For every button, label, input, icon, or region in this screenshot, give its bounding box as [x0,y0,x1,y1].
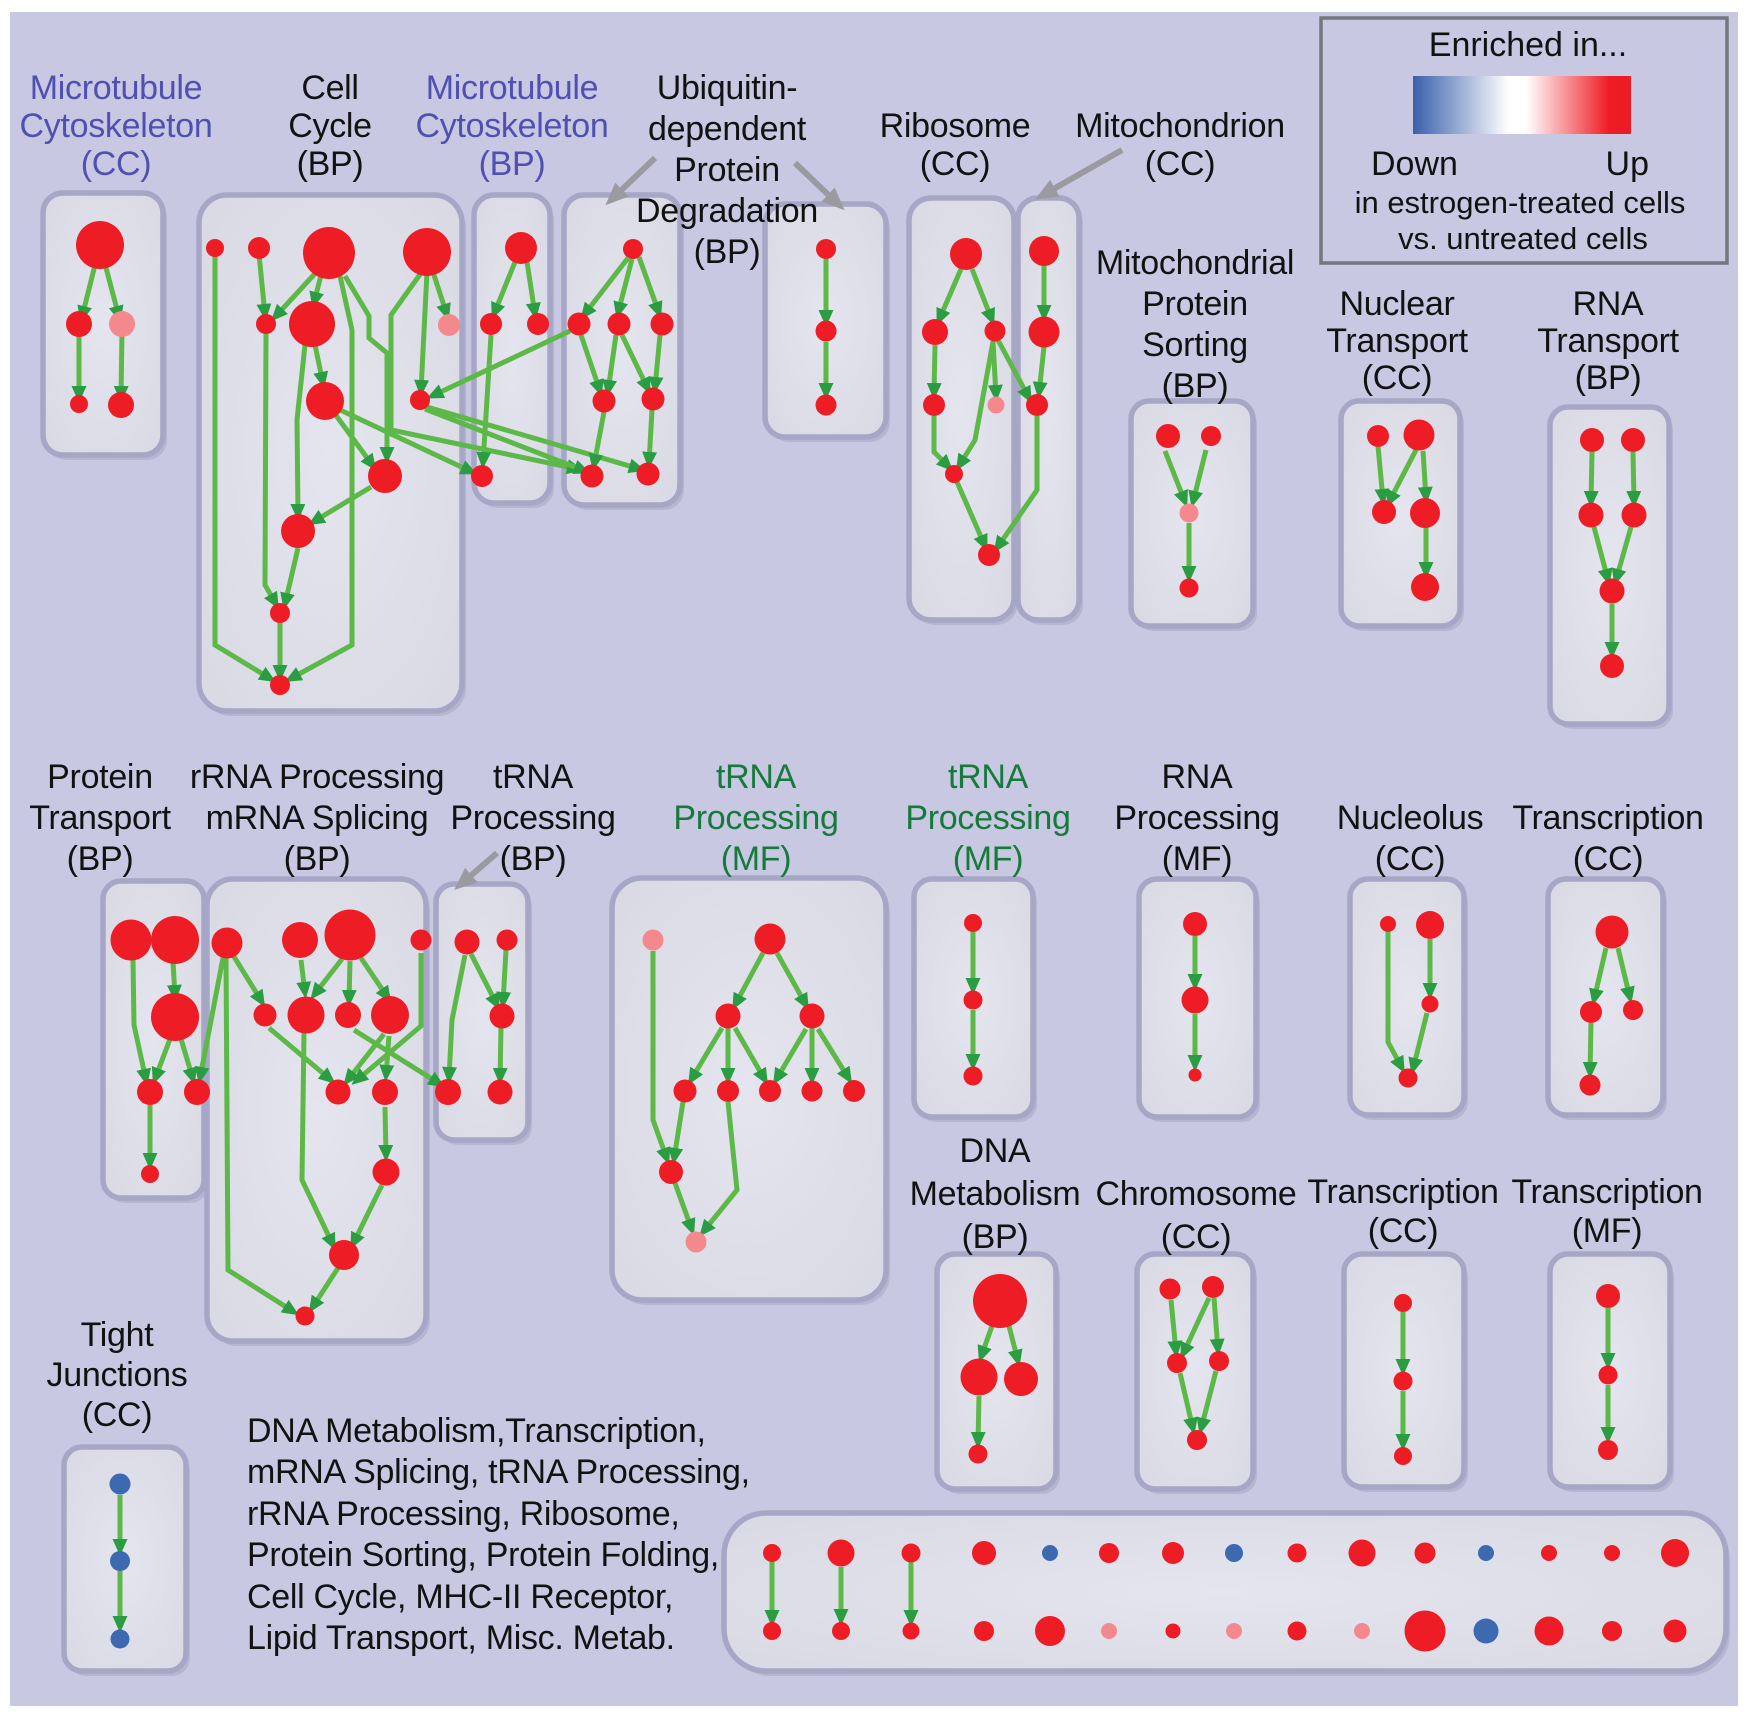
svg-text:(MF): (MF) [1162,840,1233,878]
svg-text:(CC): (CC) [82,1396,153,1434]
svg-text:RNA: RNA [1573,285,1645,323]
svg-text:Microtubule: Microtubule [30,69,202,107]
svg-text:DNA Metabolism,Transcription,: DNA Metabolism,Transcription, [247,1412,706,1450]
svg-text:(BP): (BP) [479,145,546,183]
svg-text:(CC): (CC) [1368,1212,1439,1250]
svg-text:Enriched in...: Enriched in... [1429,26,1627,64]
svg-text:Down: Down [1371,145,1458,183]
svg-text:mRNA Splicing: mRNA Splicing [206,799,429,837]
svg-text:tRNA: tRNA [716,758,797,796]
svg-text:Mitochondrion: Mitochondrion [1075,107,1285,145]
svg-text:Up: Up [1606,145,1649,183]
svg-text:(BP): (BP) [297,145,364,183]
svg-text:Nucleolus: Nucleolus [1337,799,1484,837]
svg-text:Processing: Processing [905,799,1070,837]
svg-text:(BP): (BP) [962,1218,1029,1256]
svg-text:Protein Sorting, Protein Foldi: Protein Sorting, Protein Folding, [247,1536,719,1574]
svg-text:Cell Cycle, MHC-II Receptor,: Cell Cycle, MHC-II Receptor, [247,1578,673,1616]
svg-text:Microtubule: Microtubule [426,69,598,107]
svg-text:Transcription: Transcription [1512,799,1703,837]
svg-text:Protein: Protein [47,758,153,796]
svg-text:rRNA Processing, Ribosome,: rRNA Processing, Ribosome, [247,1495,679,1533]
svg-text:Sorting: Sorting [1142,326,1248,364]
svg-text:Transport: Transport [29,799,171,837]
svg-text:Transport: Transport [1326,322,1468,360]
svg-text:(BP): (BP) [67,840,134,878]
svg-text:Cell: Cell [301,69,358,107]
svg-text:(CC): (CC) [81,145,152,183]
svg-text:(MF): (MF) [953,840,1024,878]
svg-text:tRNA: tRNA [948,758,1029,796]
svg-text:tRNA: tRNA [493,758,574,796]
svg-text:(CC): (CC) [1375,840,1446,878]
svg-text:Cytoskeleton: Cytoskeleton [416,107,609,145]
svg-text:Chromosome: Chromosome [1095,1175,1296,1213]
svg-text:Tight: Tight [81,1316,155,1354]
svg-text:Degradation: Degradation [636,192,818,230]
svg-text:vs. untreated cells: vs. untreated cells [1398,221,1648,256]
svg-text:Metabolism: Metabolism [910,1175,1081,1213]
svg-text:Cycle: Cycle [288,107,372,145]
svg-text:(BP): (BP) [284,840,351,878]
svg-text:Transcription: Transcription [1307,1173,1498,1211]
svg-text:Ubiquitin-: Ubiquitin- [657,69,798,107]
svg-text:(BP): (BP) [694,233,761,271]
svg-text:(BP): (BP) [1162,367,1229,405]
svg-text:Processing: Processing [673,799,838,837]
svg-text:rRNA Processing: rRNA Processing [190,758,444,796]
svg-text:DNA: DNA [960,1132,1032,1170]
svg-text:(CC): (CC) [920,145,991,183]
svg-text:Protein: Protein [674,151,780,189]
svg-text:Lipid Transport, Misc. Metab.: Lipid Transport, Misc. Metab. [247,1619,675,1657]
svg-text:Cytoskeleton: Cytoskeleton [20,107,213,145]
svg-text:(BP): (BP) [1575,359,1642,397]
svg-text:(CC): (CC) [1573,840,1644,878]
svg-text:RNA: RNA [1162,758,1234,796]
svg-text:Mitochondrial: Mitochondrial [1096,244,1294,282]
svg-text:(MF): (MF) [1572,1212,1643,1250]
svg-text:Processing: Processing [450,799,615,837]
svg-text:in estrogen-treated cells: in estrogen-treated cells [1355,185,1686,220]
svg-text:mRNA Splicing, tRNA Processing: mRNA Splicing, tRNA Processing, [247,1453,750,1491]
svg-text:(CC): (CC) [1161,1218,1232,1256]
svg-text:Transport: Transport [1537,322,1679,360]
svg-text:(BP): (BP) [500,840,567,878]
svg-text:dependent: dependent [648,110,807,148]
svg-text:Junctions: Junctions [47,1356,188,1394]
svg-text:(CC): (CC) [1362,359,1433,397]
svg-text:Transcription: Transcription [1511,1173,1702,1211]
svg-text:Protein: Protein [1142,285,1248,323]
svg-text:(MF): (MF) [721,840,792,878]
svg-text:Ribosome: Ribosome [880,107,1031,145]
svg-text:Nuclear: Nuclear [1339,285,1454,323]
svg-text:(CC): (CC) [1145,145,1216,183]
svg-text:Processing: Processing [1114,799,1279,837]
